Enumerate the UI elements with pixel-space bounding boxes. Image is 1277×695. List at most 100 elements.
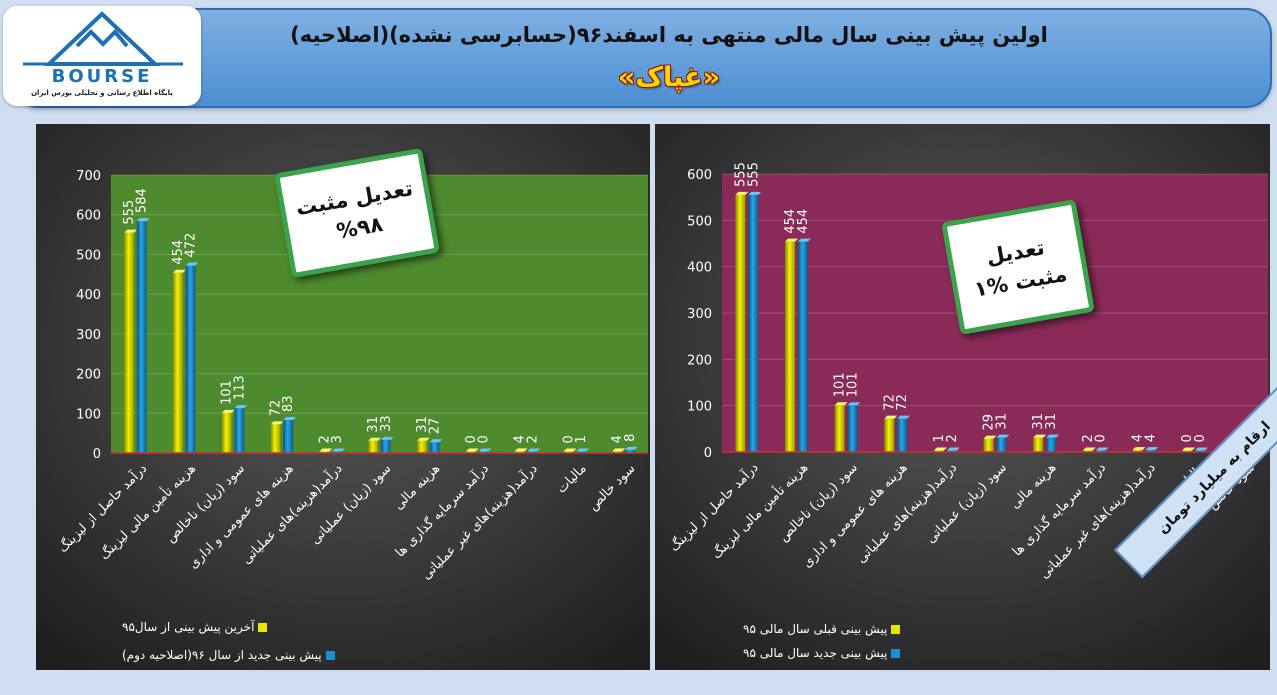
bar-series2 [625,449,635,453]
data-label: 0 [1094,434,1109,442]
bar-top [1182,447,1196,451]
bar-top [380,436,394,440]
bar-top [1046,434,1060,438]
bar-series1 [270,424,281,453]
y-tick-label: 400 [76,288,101,303]
data-label: 27 [428,418,443,435]
data-label: 4 [513,435,528,443]
symbol-title: «غپاک» [617,62,721,93]
data-label: 1 [932,434,947,442]
bar-series2 [380,439,391,453]
bar-series1 [221,412,232,453]
y-tick-label: 600 [687,168,712,183]
bar-top [933,447,947,451]
data-label: 4 [1130,434,1145,442]
bar-top [417,437,430,441]
data-label: 0 [476,435,491,443]
legend-left-series2: پیش بینی جدید از سال ۹۶(اصلاحیه دوم) [122,648,335,662]
legend-right-label2: پیش بینی جدید سال مالی ۹۵ [743,646,888,660]
bar-top [1145,447,1159,451]
bar-top [897,415,911,419]
bar-top [1082,447,1096,451]
bar-top [625,446,638,450]
bar-top [1033,434,1047,438]
bar-top [368,437,382,441]
bar-series2 [797,241,808,452]
legend-right-label1: پیش بینی قبلی سال مالی ۹۵ [743,622,888,636]
bar-top [834,402,848,406]
bar-series2 [1046,437,1057,452]
data-label: 2 [317,435,332,443]
y-tick-label: 0 [704,446,712,461]
data-label: 4 [1143,434,1158,442]
bar-top [996,434,1010,438]
bar-top [124,229,137,233]
bar-top [172,269,186,273]
data-label: 0 [464,435,479,443]
bar-series1 [1132,450,1143,452]
chart-right-panel: 600 500 400 300 200 100 0 555 555 درآمد حاصل از ل… [655,124,1270,670]
data-label: 31 [366,416,381,433]
data-label: 72 [895,394,910,411]
adjustment-badge-right: تعدیل مثبت %۱ [941,199,1095,335]
data-label: 31 [1044,413,1059,430]
data-label: 72 [269,400,284,417]
bar-series1 [884,418,895,452]
bar-top [527,448,541,452]
bar-series2 [1145,450,1156,452]
bar-top [221,409,235,413]
legend-swatch-blue [891,648,901,658]
bar-top [576,448,590,452]
bar-series1 [834,405,845,452]
bar-series1 [172,272,183,453]
legend-left-label1: آخرین پیش بینی از سال۹۵ [122,620,255,634]
legend-right-series2: پیش بینی جدید سال مالی ۹۵ [743,646,901,660]
bar-top [1195,447,1208,451]
bar-series1 [612,451,623,453]
bar-series1 [124,232,134,453]
legend-right-series1: پیش بینی قبلی سال مالی ۹۵ [743,622,901,636]
data-label: 31 [1031,413,1046,430]
data-label: 584 [135,188,150,213]
bar-top [429,439,443,443]
bar-top [748,191,762,195]
y-tick-label: 100 [687,400,712,415]
legend-left-label2: پیش بینی جدید از سال ۹۶(اصلاحیه دوم) [122,648,322,662]
bar-series2 [996,437,1007,452]
bar-top [234,405,248,409]
bar-top [735,191,749,195]
bar-series1 [983,438,994,452]
legend-swatch-yellow [258,622,268,632]
bar-top [478,448,492,452]
page-title: اولین پیش بینی سال مالی منتهی به اسفند۹۶… [290,23,1048,47]
bar-top [1095,447,1109,451]
bar-top [563,448,577,452]
data-label: 3 [330,435,345,443]
y-tick-label: 300 [687,307,712,322]
bar-series1 [368,440,379,453]
legend-swatch-blue [325,650,335,660]
data-label: 0 [1193,434,1208,442]
y-tick-label: 600 [76,209,101,224]
bar-top [946,447,960,451]
logo-tagline: پایگاه اطلاع رسانی و تحلیلی بورس ایران [31,89,173,97]
data-label: 31 [994,413,1009,430]
data-label: 0 [561,435,576,443]
bar-series2 [136,221,147,453]
data-label: 472 [184,233,199,258]
bar-series1 [514,451,525,453]
bar-top [884,415,898,419]
data-label: 4 [610,435,625,443]
bar-top [136,218,150,222]
bar-top [185,262,199,266]
bar-series2 [897,418,908,452]
chart-left-panel: 700 600 500 400 300 200 100 0 555 584 درآمد حاصل ا… [36,124,650,670]
data-label: 101 [846,372,861,397]
header-banner: اولین پیش بینی سال مالی منتهی به اسفند۹۶… [12,8,1272,108]
data-label: 555 [733,162,748,187]
bar-top [983,435,997,439]
data-label: 29 [982,414,997,431]
data-label: 72 [882,394,897,411]
bar-series2 [847,405,858,452]
